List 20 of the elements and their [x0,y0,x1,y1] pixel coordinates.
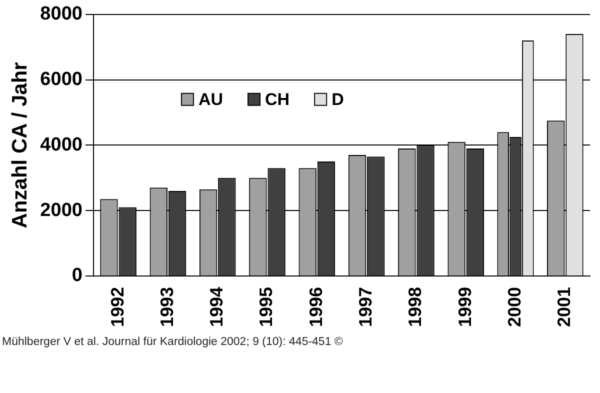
x-tick-label: 1995 [256,286,276,328]
legend-label: D [332,90,344,110]
legend-label: AU [198,90,224,110]
x-tick-label: 1992 [107,286,128,328]
x-tick-label: 1993 [156,286,177,328]
x-tick-label: 2001 [554,286,574,328]
text: Mühlberger V et al. Journal für Kardiologie 2002; 9 (10): 445-451 © [2,336,343,348]
x-tick-label: 1998 [405,286,426,328]
x-tick-label: 2000 [504,286,524,328]
x-tick-label: 1996 [306,286,326,328]
y-axis-title: Anzahl CA / Jahr [8,62,32,228]
y-tick-label: 6000 [40,69,82,90]
x-tick-label: 1999 [454,286,475,328]
y-tick-label: 0 [72,265,82,286]
legend-label: CH [265,90,290,110]
y-tick-label: 2000 [40,200,82,221]
x-tick-label: 1994 [206,286,227,328]
x-tick-label: 1997 [356,286,376,328]
y-tick-label: 8000 [40,4,82,25]
y-tick-label: 4000 [40,134,82,156]
